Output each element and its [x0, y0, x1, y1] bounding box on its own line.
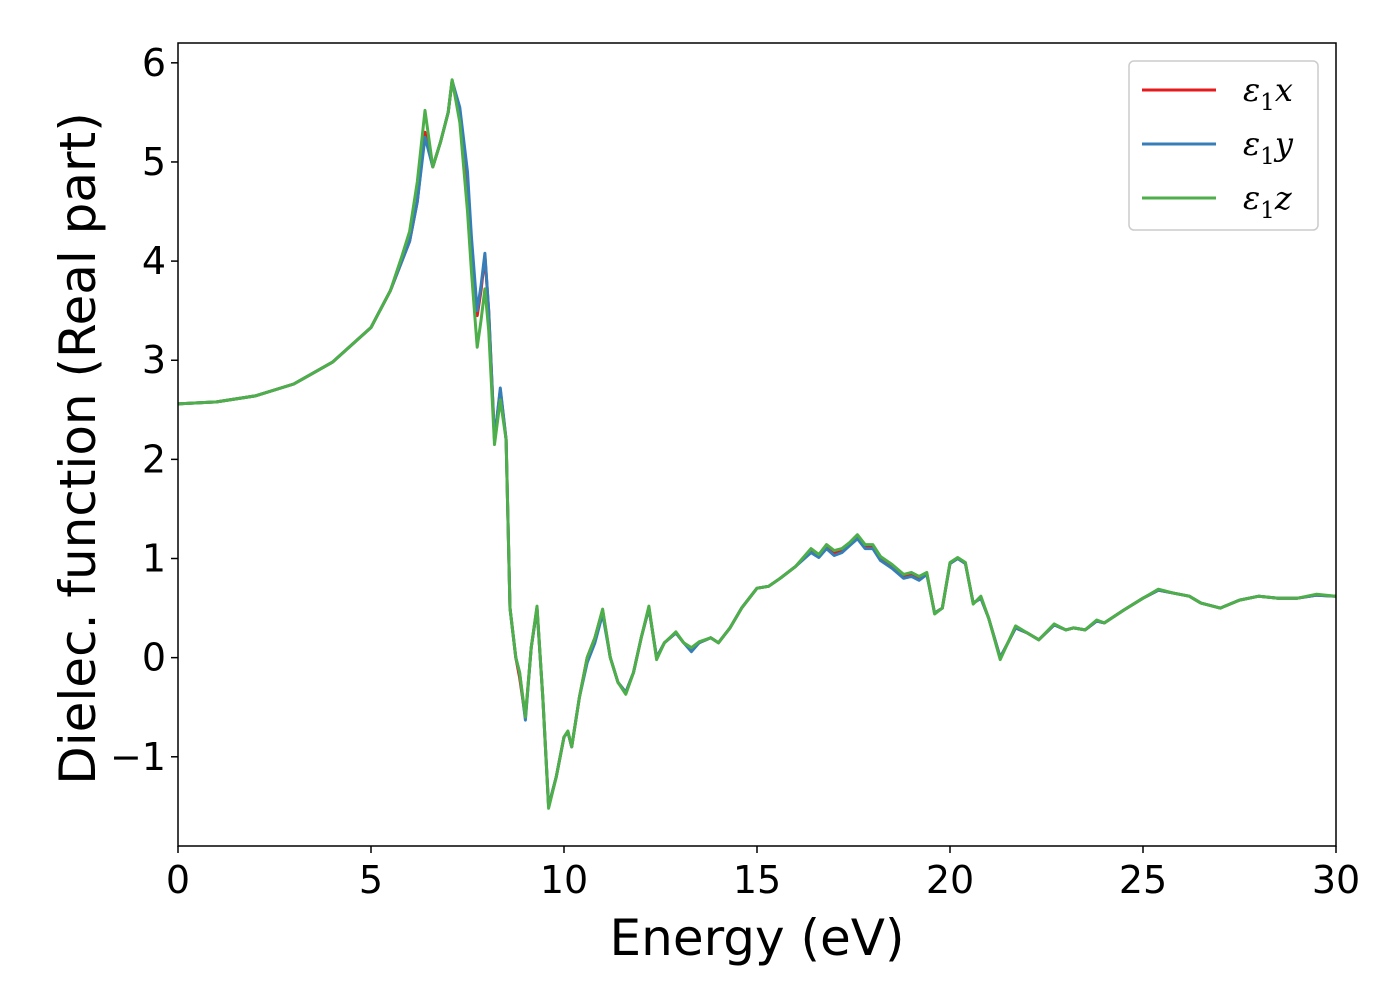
legend-label-z: ε1z — [1243, 179, 1293, 224]
y-axis: −1 0 1 2 3 4 5 6 — [110, 41, 178, 779]
x-tick-label: 20 — [926, 858, 974, 902]
x-tick-label: 15 — [733, 858, 781, 902]
legend: ε1x ε1y ε1z — [1128, 60, 1319, 231]
legend-label-y: ε1y — [1243, 125, 1294, 170]
legend-box — [1128, 60, 1319, 231]
series-line-z — [178, 78, 1336, 810]
legend-label-x: ε1x — [1243, 71, 1293, 116]
x-tick-label: 0 — [166, 858, 190, 902]
x-axis-title: Energy (eV) — [610, 909, 905, 967]
x-tick-label: 5 — [359, 858, 383, 902]
y-tick-label: 3 — [142, 338, 166, 382]
x-axis: 0 5 10 15 20 25 30 — [166, 846, 1360, 902]
y-tick-label: 0 — [142, 636, 166, 680]
y-tick-label: 2 — [142, 437, 166, 481]
y-tick-label: 1 — [142, 537, 166, 581]
x-tick-label: 10 — [540, 858, 588, 902]
y-axis-title: Dielec. function (Real part) — [49, 112, 107, 784]
y-tick-label: 4 — [142, 239, 166, 283]
y-tick-label: −1 — [110, 735, 166, 779]
y-tick-label: 5 — [142, 140, 166, 184]
series-layer — [178, 78, 1336, 810]
y-tick-label: 6 — [142, 41, 166, 85]
x-tick-label: 30 — [1312, 858, 1360, 902]
x-tick-label: 25 — [1119, 858, 1167, 902]
